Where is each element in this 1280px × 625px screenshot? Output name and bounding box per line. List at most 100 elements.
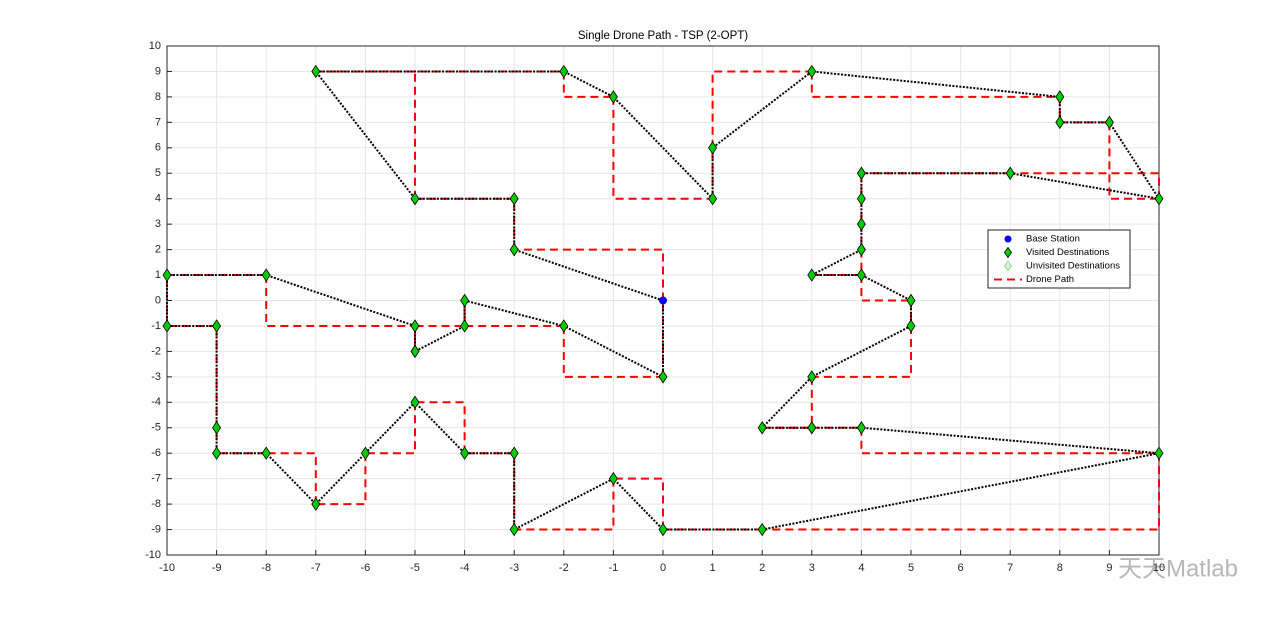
x-tick-label: -8	[261, 562, 271, 574]
destination-marker	[856, 191, 866, 206]
destination-marker	[1005, 166, 1015, 180]
y-tick-label: 10	[149, 40, 161, 52]
y-tick-label: 8	[155, 91, 161, 103]
destination-marker	[410, 191, 420, 206]
destination-marker	[906, 293, 916, 308]
destination-marker	[1154, 191, 1164, 206]
drone-path-leg	[1108, 122, 1159, 200]
legend-label: Base Station	[1026, 234, 1080, 245]
legend-label: Unvisited Destinations	[1026, 261, 1120, 272]
x-tick-label: -1	[609, 562, 619, 574]
y-tick-label: 4	[155, 193, 161, 205]
destination-marker	[410, 344, 420, 359]
destination-marker	[509, 242, 519, 257]
drone-path-leg	[1010, 172, 1160, 199]
legend-marker	[1004, 260, 1012, 272]
destination-marker	[162, 268, 172, 282]
drone-path-leg	[415, 401, 466, 454]
legend-label: Drone Path	[1026, 274, 1074, 285]
x-tick-label: 1	[710, 562, 716, 574]
destination-marker	[1104, 115, 1114, 130]
destination-marker	[856, 166, 866, 180]
destination-marker	[856, 242, 866, 257]
x-tick-label: -7	[311, 562, 321, 574]
drone-path-leg	[612, 96, 713, 200]
destination-marker	[757, 421, 767, 435]
drone-path-leg	[860, 427, 1159, 455]
y-tick-label: -4	[151, 396, 161, 408]
x-tick-label: 10	[1153, 562, 1165, 574]
destination-marker	[212, 446, 222, 460]
x-tick-label: 7	[1007, 562, 1013, 574]
y-tick-label: -10	[145, 549, 161, 561]
x-tick-label: 6	[958, 562, 964, 574]
x-tick-label: -6	[361, 562, 371, 574]
destination-marker	[757, 522, 767, 537]
drone-path-leg	[463, 300, 564, 327]
x-tick-label: 9	[1106, 562, 1112, 574]
y-tick-label: 2	[155, 244, 161, 256]
drone-path-leg	[266, 452, 317, 505]
destination-marker	[807, 370, 817, 384]
y-tick-label: 5	[155, 167, 161, 179]
destination-marker	[1154, 446, 1164, 460]
destination-marker	[410, 319, 420, 333]
legend-label: Visited Destinations	[1026, 247, 1110, 258]
destination-marker	[1055, 115, 1065, 130]
destination-marker	[807, 421, 817, 435]
y-tick-label: 9	[155, 65, 161, 77]
destination-marker	[856, 217, 866, 231]
y-tick-label: -1	[151, 320, 161, 332]
drone-path-leg	[514, 478, 615, 531]
destination-marker	[856, 268, 866, 282]
destination-marker	[658, 522, 668, 537]
chart-title: Single Drone Path - TSP (2-OPT)	[578, 30, 748, 42]
drone-path-leg	[414, 324, 465, 352]
destination-marker	[509, 522, 519, 537]
drone-path-leg	[315, 453, 367, 506]
x-tick-label: -4	[460, 562, 470, 574]
drone-path-leg	[562, 71, 614, 98]
drone-path-leg	[365, 402, 416, 455]
y-tick-label: 3	[155, 218, 161, 230]
destination-marker	[1055, 90, 1065, 104]
destination-marker	[162, 319, 172, 333]
x-tick-label: 8	[1057, 562, 1063, 574]
y-tick-label: 6	[155, 142, 161, 154]
drone-path-leg	[315, 70, 416, 199]
destination-marker	[311, 497, 321, 511]
x-tick-label: -3	[509, 562, 519, 574]
destination-marker	[708, 141, 718, 155]
y-tick-label: -3	[151, 371, 161, 383]
y-tick-label: -6	[151, 447, 161, 459]
y-tick-label: -7	[151, 473, 161, 485]
y-tick-label: -5	[151, 422, 161, 434]
legend-marker	[1004, 235, 1012, 243]
y-tick-label: -9	[151, 523, 161, 535]
destination-marker	[608, 471, 618, 486]
destination-marker	[559, 319, 569, 333]
destination-marker	[807, 64, 817, 79]
destination-marker	[212, 319, 222, 333]
x-tick-label: 0	[660, 562, 666, 574]
destination-marker	[608, 90, 618, 104]
y-tick-label: -2	[151, 345, 161, 357]
y-tick-label: 1	[155, 269, 161, 281]
watermark: 天天Matlab	[1118, 555, 1238, 582]
destination-marker	[509, 191, 519, 206]
x-tick-label: 5	[908, 562, 914, 574]
x-tick-label: -2	[559, 562, 569, 574]
x-tick-label: 4	[858, 562, 864, 574]
base-marker	[659, 296, 667, 305]
destination-marker	[360, 446, 370, 460]
y-tick-label: 0	[155, 294, 161, 306]
destination-marker	[311, 64, 321, 79]
drone-path-leg	[860, 275, 911, 302]
x-tick-label: 2	[759, 562, 765, 574]
destination-marker	[906, 319, 916, 333]
destination-marker	[559, 64, 569, 79]
destination-marker	[460, 319, 470, 333]
destination-marker	[708, 191, 718, 206]
destination-marker	[856, 421, 866, 435]
